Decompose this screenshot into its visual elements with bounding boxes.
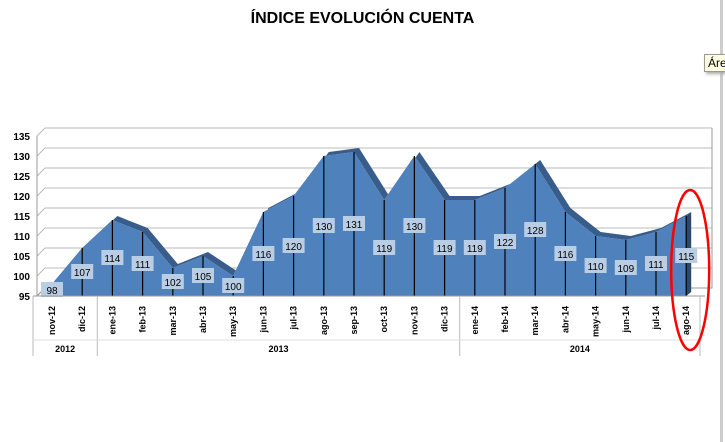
x-tick-label: dic-13 bbox=[440, 306, 450, 332]
data-label-bg bbox=[524, 222, 547, 237]
data-label: 119 bbox=[467, 244, 483, 255]
data-label-bg bbox=[41, 282, 63, 297]
data-label: 116 bbox=[255, 250, 271, 261]
area-series bbox=[52, 152, 687, 296]
data-label-bg bbox=[101, 250, 124, 265]
data-label: 122 bbox=[497, 238, 514, 249]
y-tick-label: 95 bbox=[19, 292, 31, 303]
x-tick-label: mar-14 bbox=[530, 306, 540, 336]
data-label: 128 bbox=[527, 226, 544, 237]
x-tick-label: jul-14 bbox=[651, 306, 661, 331]
data-label: 120 bbox=[285, 242, 302, 253]
data-label: 114 bbox=[104, 254, 120, 265]
window-border bbox=[720, 0, 723, 442]
data-label: 116 bbox=[557, 250, 573, 261]
y-tick-label: 105 bbox=[13, 252, 30, 263]
y-tick-label: 110 bbox=[14, 232, 31, 243]
y-tick-label: 130 bbox=[13, 152, 30, 163]
data-label-bg bbox=[463, 240, 486, 255]
x-tick-label: ago-13 bbox=[319, 306, 329, 335]
tooltip: Área bbox=[704, 54, 725, 72]
x-tick-label: jun-13 bbox=[258, 306, 268, 334]
x-tick-label: feb-14 bbox=[500, 306, 510, 333]
data-label-bg bbox=[343, 216, 365, 231]
data-label-bg bbox=[252, 246, 275, 261]
data-label-bg bbox=[554, 246, 577, 261]
year-label: 2014 bbox=[570, 344, 590, 354]
data-label: 109 bbox=[617, 264, 634, 275]
gridline bbox=[36, 127, 712, 137]
x-tick-label: sep-13 bbox=[349, 306, 359, 335]
data-label-bg bbox=[494, 234, 516, 249]
year-label: 2013 bbox=[268, 344, 288, 354]
x-tick-label: abr-13 bbox=[198, 306, 208, 333]
data-label: 107 bbox=[74, 268, 91, 279]
chart-title: ÍNDICE EVOLUCIÓN CUENTA bbox=[250, 10, 475, 27]
gridline bbox=[36, 187, 712, 197]
data-label: 111 bbox=[135, 260, 151, 271]
x-tick-label: ene-14 bbox=[470, 306, 480, 335]
x-tick-label: nov-13 bbox=[409, 306, 419, 335]
x-tick-label: feb-13 bbox=[138, 306, 148, 333]
data-label-bg bbox=[312, 218, 335, 233]
data-label-bg bbox=[675, 248, 698, 263]
data-label: 102 bbox=[164, 278, 181, 289]
data-label-bg bbox=[161, 274, 184, 289]
data-label: 119 bbox=[376, 244, 392, 255]
data-label: 119 bbox=[437, 244, 453, 255]
data-label: 110 bbox=[588, 262, 604, 273]
data-label-bg bbox=[192, 268, 214, 283]
data-label-bg bbox=[584, 258, 607, 273]
x-tick-label: abr-14 bbox=[560, 306, 570, 333]
highlight-ellipse bbox=[669, 188, 711, 352]
y-tick-label: 115 bbox=[14, 212, 31, 223]
data-label-bg bbox=[71, 264, 94, 279]
x-tick-label: mar-13 bbox=[168, 306, 178, 336]
x-tick-label: nov-12 bbox=[47, 306, 57, 335]
data-label-bg bbox=[222, 278, 245, 293]
data-label: 130 bbox=[406, 222, 423, 233]
x-tick-label: ene-13 bbox=[107, 306, 117, 335]
year-label: 2012 bbox=[55, 344, 75, 354]
x-tick-label: may-14 bbox=[591, 306, 601, 337]
x-tick-label: ago-14 bbox=[681, 306, 691, 335]
data-label-bg bbox=[433, 240, 456, 255]
x-tick-label: jun-14 bbox=[621, 306, 631, 334]
data-label-bg bbox=[282, 238, 305, 253]
area-top-edge bbox=[52, 148, 692, 284]
x-tick-label: may-13 bbox=[228, 306, 238, 337]
data-label-bg bbox=[131, 256, 154, 271]
data-label: 111 bbox=[648, 260, 664, 271]
y-tick-label: 135 bbox=[13, 132, 30, 143]
y-tick-label: 120 bbox=[13, 192, 30, 203]
data-label-bg bbox=[403, 218, 426, 233]
y-tick-label: 100 bbox=[13, 272, 30, 283]
data-label: 100 bbox=[225, 282, 242, 293]
data-label: 105 bbox=[195, 272, 212, 283]
data-label: 130 bbox=[315, 222, 332, 233]
data-label-bg bbox=[645, 256, 667, 271]
x-tick-label: dic-12 bbox=[77, 306, 87, 332]
y-tick-label: 125 bbox=[13, 172, 30, 183]
gridline bbox=[36, 147, 712, 157]
x-tick-label: jul-13 bbox=[289, 306, 299, 331]
gridline bbox=[36, 167, 712, 177]
x-tick-label: oct-13 bbox=[379, 306, 389, 333]
data-label: 131 bbox=[346, 220, 363, 231]
data-label: 115 bbox=[678, 252, 694, 263]
data-label-bg bbox=[373, 240, 396, 255]
data-label: 98 bbox=[46, 286, 58, 297]
data-label-bg bbox=[614, 260, 637, 275]
